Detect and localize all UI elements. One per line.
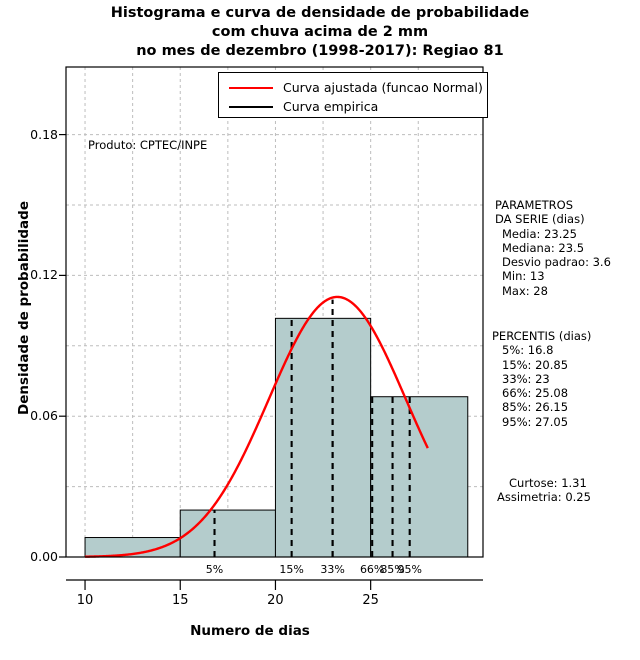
histogram-bar bbox=[370, 396, 469, 558]
percentil-66: 66%: 25.08 bbox=[502, 386, 569, 401]
legend: Curva ajustada (funcao Normal) Curva emp… bbox=[218, 72, 488, 118]
y-axis-title: Densidade de probabilidade bbox=[16, 201, 32, 415]
parameters-block: PARAMETROS DA SERIE (dias) Media: 23.25 … bbox=[495, 198, 611, 298]
title-line-3: no mes de dezembro (1998-2017): Regiao 8… bbox=[136, 43, 504, 59]
assimetria-value: Assimetria: 0.25 bbox=[497, 490, 591, 505]
x-axis-title: Numero de dias bbox=[190, 623, 310, 639]
title-line-1: Histograma e curva de densidade de proba… bbox=[110, 5, 530, 21]
y-axis-tick-label: 0.00 bbox=[30, 549, 58, 564]
parameters-heading-2: DA SERIE (dias) bbox=[495, 212, 585, 227]
y-axis-tick-label: 0.06 bbox=[30, 408, 58, 424]
x-axis-tick-label: 20 bbox=[267, 593, 284, 608]
histogram-bar bbox=[179, 509, 276, 558]
percentil-33: 33%: 23 bbox=[502, 371, 550, 386]
parameter-media: Media: 23.25 bbox=[502, 226, 577, 241]
legend-label-empirical: Curva empirica bbox=[283, 99, 379, 114]
legend-swatch-empirical bbox=[229, 106, 273, 108]
y-axis-tick-label: 0.18 bbox=[30, 126, 58, 142]
parameter-desvio-padrao: Desvio padrao: 3.6 bbox=[502, 255, 611, 270]
percentil-5: 5%: 16.8 bbox=[502, 343, 554, 358]
x-axis-tick-label: 15 bbox=[171, 593, 189, 608]
legend-label-fitted: Curva ajustada (funcao Normal) bbox=[283, 80, 483, 95]
percentis-block: PERCENTIS (dias) 5%: 16.8 15%: 20.85 33%… bbox=[492, 329, 591, 429]
percentile-axis-label: 95% bbox=[397, 563, 422, 576]
legend-swatch-fitted bbox=[229, 87, 273, 89]
percentile-axis-label: 85% bbox=[380, 563, 405, 576]
x-axis-tick-label: 25 bbox=[362, 593, 379, 608]
parameter-min: Min: 13 bbox=[502, 269, 545, 284]
percentile-axis-label: 5% bbox=[205, 563, 224, 576]
curtose-value: Curtose: 1.31 bbox=[509, 476, 587, 490]
percentile-axis-label: 66% bbox=[359, 563, 385, 576]
x-axis-tick-label: 10 bbox=[76, 593, 94, 608]
parameter-mediana: Mediana: 23.5 bbox=[502, 240, 585, 255]
page-title: Histograma e curva de densidade de proba… bbox=[0, 4, 640, 61]
percentil-85: 85%: 26.15 bbox=[502, 400, 569, 415]
empirical-markers bbox=[213, 299, 411, 557]
plot-frame bbox=[65, 66, 484, 558]
percentile-axis-label: 33% bbox=[320, 563, 345, 576]
axis-ticks bbox=[59, 133, 483, 590]
title-line-2: com chuva acima de 2 mm bbox=[211, 24, 429, 40]
y-axis-tick-label: 0.12 bbox=[30, 267, 58, 283]
histogram-bars bbox=[84, 317, 469, 558]
fitted-normal-curve bbox=[85, 295, 429, 558]
parameter-max: Max: 28 bbox=[502, 283, 548, 298]
percentile-axis-label: 15% bbox=[279, 563, 304, 576]
moments-block: Curtose: 1.31 Assimetria: 0.25 bbox=[497, 476, 591, 505]
parameters-heading-1: PARAMETROS bbox=[495, 198, 574, 212]
percentis-heading: PERCENTIS (dias) bbox=[492, 329, 592, 343]
percentil-95: 95%: 27.05 bbox=[502, 414, 569, 429]
produto-annotation: Produto: CPTEC/INPE bbox=[88, 138, 208, 152]
percentil-15: 15%: 20.85 bbox=[502, 357, 569, 372]
